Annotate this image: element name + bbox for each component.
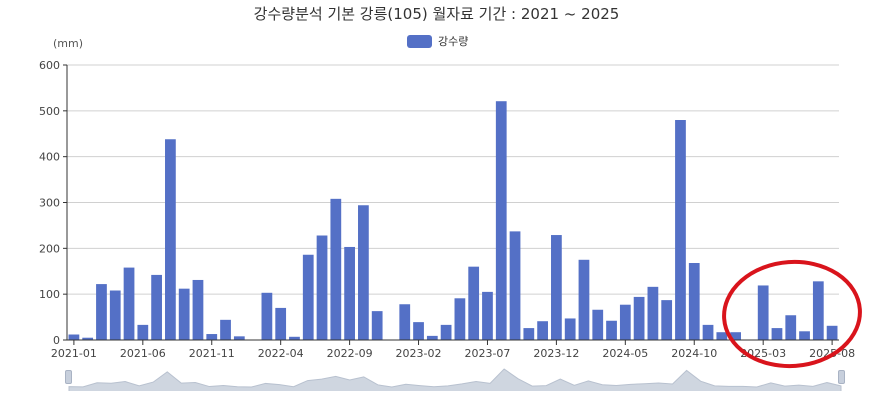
bar-2024-02[interactable] (578, 259, 590, 340)
bar-2021-05[interactable] (123, 267, 135, 340)
legend-item-precipitation[interactable]: 강수량 (407, 33, 468, 49)
bar-2025-06[interactable] (799, 331, 810, 340)
bar-2023-02[interactable] (413, 322, 424, 340)
x-tick-label: 2021-01 (51, 347, 97, 360)
x-tick-label: 2022-04 (258, 347, 304, 360)
bar-2023-07[interactable] (482, 291, 493, 340)
bar-2023-09[interactable] (509, 231, 521, 340)
bar-2022-07[interactable] (316, 235, 328, 341)
legend-label: 강수량 (438, 35, 469, 48)
bar-2025-01[interactable] (730, 332, 741, 340)
y-tick-label: 0 (53, 334, 60, 347)
bar-2022-08[interactable] (330, 198, 342, 340)
bar-2025-05[interactable] (785, 315, 797, 340)
y-tick-label: 100 (39, 288, 60, 301)
bar-2025-04[interactable] (771, 328, 783, 340)
bar-2021-02[interactable] (82, 337, 94, 340)
bar-2023-05[interactable] (454, 298, 466, 340)
grid-lines (63, 64, 839, 341)
datazoom-left-handle[interactable] (65, 370, 72, 384)
bar-2022-03[interactable] (261, 292, 273, 340)
bar-2021-03[interactable] (96, 284, 107, 340)
bar-2021-12[interactable] (220, 319, 231, 340)
bar-2022-06[interactable] (302, 254, 314, 340)
bar-2021-10[interactable] (192, 279, 204, 340)
x-tick-label: 2022-09 (327, 347, 373, 360)
y-tick-label: 400 (39, 151, 60, 164)
red-highlight-circle (722, 259, 862, 369)
bar-2023-01[interactable] (399, 304, 411, 340)
x-tick-label: 2023-12 (533, 347, 579, 360)
y-tick-label: 600 (39, 59, 60, 72)
y-axis-unit: (mm) (53, 37, 84, 50)
bar-2023-03[interactable] (426, 335, 438, 340)
bar-2021-06[interactable] (137, 324, 149, 340)
bar-2021-07[interactable] (151, 274, 162, 340)
bar-2023-11[interactable] (537, 321, 548, 340)
bar-2024-05[interactable] (619, 304, 631, 340)
bar-2025-07[interactable] (812, 281, 824, 340)
y-tick-label: 300 (39, 197, 60, 210)
bar-2024-01[interactable] (564, 318, 576, 340)
bar-2023-06[interactable] (468, 266, 480, 340)
chart-title: 강수량분석 기본 강릉(105) 월자료 기간 : 2021 ~ 2025 (253, 5, 620, 23)
bar-2024-08[interactable] (661, 300, 673, 340)
bar-2024-11[interactable] (702, 324, 714, 340)
bar-2023-08[interactable] (495, 101, 507, 340)
bar-2022-10[interactable] (358, 205, 369, 340)
axes (66, 65, 839, 345)
bar-2025-08[interactable] (826, 325, 838, 340)
x-tick-label: 2023-02 (396, 347, 442, 360)
y-tick-label: 500 (39, 105, 60, 118)
y-axis-labels: 0 100 200 300 400 500 600 (39, 59, 60, 347)
y-tick-label: 200 (39, 242, 60, 255)
bars (68, 101, 838, 341)
bar-2022-11[interactable] (371, 311, 383, 340)
datazoom-right-handle[interactable] (838, 370, 845, 384)
datazoom-preview-line (68, 368, 842, 391)
bar-2024-12[interactable] (716, 332, 728, 340)
bar-2024-07[interactable] (647, 286, 659, 340)
bar-2024-09[interactable] (675, 120, 686, 340)
x-axis-labels: 2021-01 2021-06 2021-11 2022-04 2022-09 2023-… (51, 347, 855, 360)
bar-2021-01[interactable] (68, 334, 80, 341)
bar-2022-09[interactable] (344, 246, 355, 340)
bar-2024-04[interactable] (606, 320, 617, 340)
bar-2021-04[interactable] (109, 290, 121, 341)
x-tick-label: 2021-11 (189, 347, 235, 360)
bar-2023-10[interactable] (523, 328, 535, 340)
bar-2021-11[interactable] (206, 334, 218, 340)
legend-swatch-icon (407, 34, 432, 48)
bar-2023-04[interactable] (440, 324, 452, 340)
bar-2023-12[interactable] (551, 235, 562, 340)
bar-2022-05[interactable] (289, 336, 300, 340)
bar-2021-08[interactable] (165, 139, 176, 340)
x-tick-label: 2024-10 (671, 347, 717, 360)
x-tick-label: 2023-07 (464, 347, 510, 360)
bar-2022-01[interactable] (233, 336, 245, 340)
bar-2024-03[interactable] (592, 309, 604, 340)
bar-2024-10[interactable] (688, 263, 700, 340)
x-tick-label: 2024-05 (602, 347, 648, 360)
bar-2024-06[interactable] (633, 296, 645, 340)
bar-2021-09[interactable] (178, 288, 190, 340)
bar-2022-04[interactable] (275, 307, 287, 340)
bar-2025-03[interactable] (757, 285, 769, 340)
x-tick-label: 2021-06 (120, 347, 166, 360)
